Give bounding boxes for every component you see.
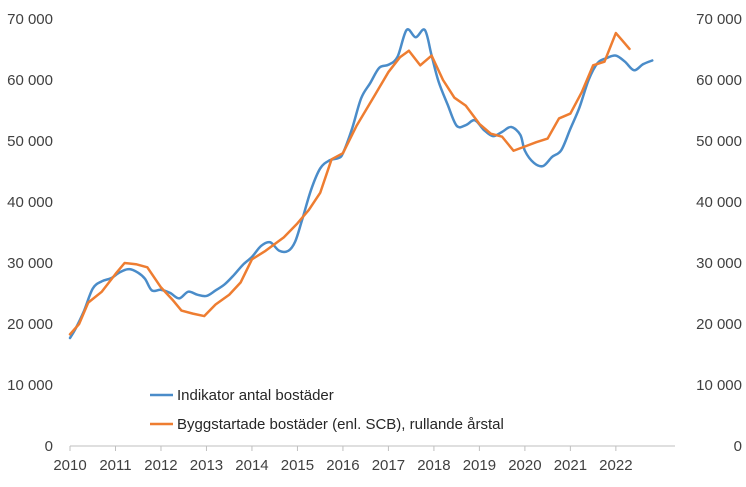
y-tick-label: 20 000 xyxy=(7,316,53,333)
y2-tick-label: 0 xyxy=(734,438,742,455)
legend-label: Indikator antal bostäder xyxy=(177,387,334,404)
series-line-indikator xyxy=(68,28,654,340)
y2-tick-label: 50 000 xyxy=(696,133,742,150)
x-tick-label: 2018 xyxy=(417,457,450,474)
x-tick-label: 2017 xyxy=(372,457,405,474)
series-line-byggstartade xyxy=(68,31,631,336)
y2-tick-label: 60 000 xyxy=(696,72,742,89)
x-tick-label: 2010 xyxy=(53,457,86,474)
y-tick-label: 50 000 xyxy=(7,133,53,150)
x-tick-label: 2015 xyxy=(281,457,314,474)
y-tick-label: 40 000 xyxy=(7,194,53,211)
x-tick-label: 2021 xyxy=(554,457,587,474)
y2-tick-label: 10 000 xyxy=(696,377,742,394)
y-tick-label: 10 000 xyxy=(7,377,53,394)
y2-tick-label: 30 000 xyxy=(696,255,742,272)
y-tick-label: 30 000 xyxy=(7,255,53,272)
x-tick-label: 2011 xyxy=(99,457,131,474)
y2-tick-label: 70 000 xyxy=(696,11,742,28)
legend-label: Byggstartade bostäder (enl. SCB), rullan… xyxy=(177,416,504,433)
x-tick-label: 2014 xyxy=(235,457,268,474)
x-tick-label: 2020 xyxy=(508,457,541,474)
x-axis: 2010 2011 2012 2013 2014 2015 2016 2017 2018 2019… xyxy=(53,446,633,474)
y-tick-label: 70 000 xyxy=(7,11,53,28)
y-axis-right: 0 10 000 20 000 30 000 40 000 50 000 60 000 70 … xyxy=(696,11,742,455)
y-tick-label: 60 000 xyxy=(7,72,53,89)
x-tick-label: 2019 xyxy=(463,457,496,474)
y2-tick-label: 20 000 xyxy=(696,316,742,333)
x-tick-label: 2022 xyxy=(599,457,632,474)
legend-item-byggstartade: Byggstartade bostäder (enl. SCB), rullan… xyxy=(150,416,504,433)
x-tick-label: 2013 xyxy=(190,457,223,474)
y-tick-label: 0 xyxy=(45,438,53,455)
x-tick-label: 2016 xyxy=(326,457,359,474)
series-layer xyxy=(68,28,654,340)
x-tick-label: 2012 xyxy=(144,457,177,474)
y2-tick-label: 40 000 xyxy=(696,194,742,211)
legend: Indikator antal bostäder Byggstartade bo… xyxy=(150,387,504,433)
y-axis-left: 0 10 000 20 000 30 000 40 000 50 000 60 000 70 … xyxy=(7,11,53,455)
legend-item-indikator: Indikator antal bostäder xyxy=(150,387,334,404)
